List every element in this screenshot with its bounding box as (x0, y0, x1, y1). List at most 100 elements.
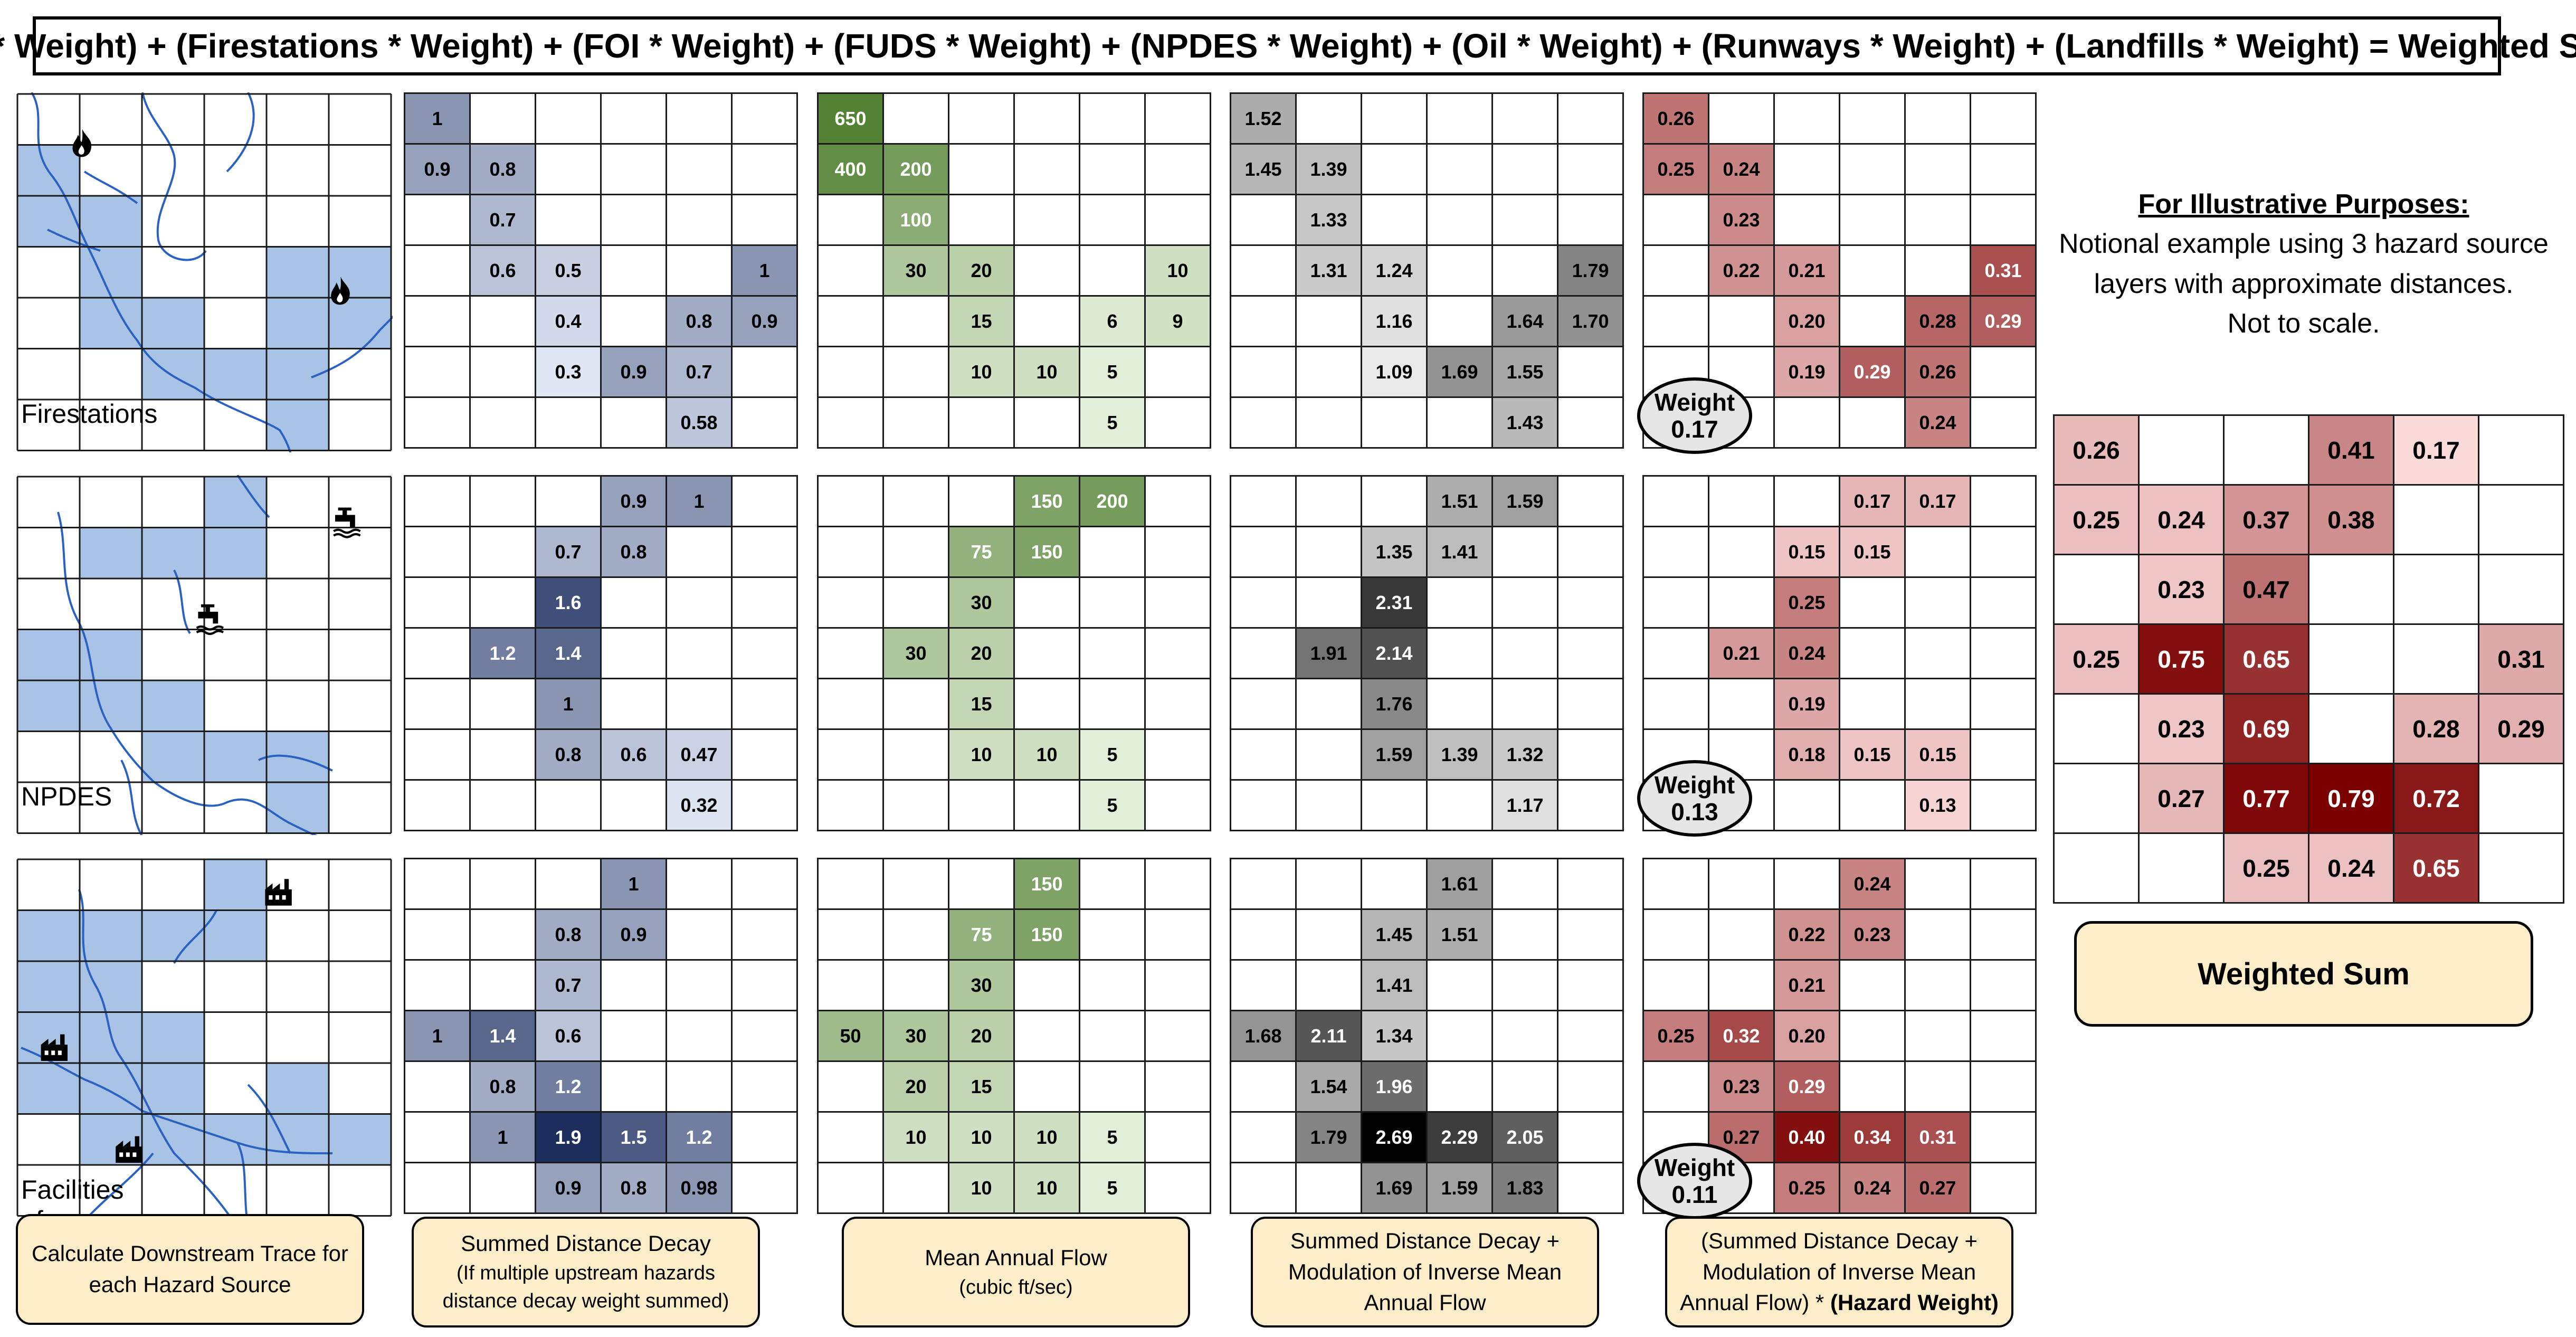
grid-cell-empty (469, 858, 536, 910)
grid-cell-value: 150 (1013, 908, 1080, 961)
grid-cell-empty (404, 295, 471, 347)
grid-cell-empty (1557, 627, 1624, 679)
grid-cell-empty (2478, 832, 2564, 904)
grid-row: 1.33 (1230, 194, 1624, 246)
grid-cell-empty (1013, 627, 1080, 679)
grid-cell-empty (1426, 1010, 1493, 1062)
grid-cell-empty (1013, 92, 1080, 145)
grid-cell-value: 0.24 (1904, 396, 1971, 449)
grid-cell-empty (1230, 576, 1297, 629)
grid-cell-empty (666, 526, 733, 578)
grid-cell-empty (1904, 858, 1971, 910)
grid-row: 0.25 0.24 0.65 (2053, 832, 2564, 904)
grid-cell-empty (817, 396, 884, 449)
grid-cell-value: 0.25 (1773, 1162, 1840, 1214)
grid-cell-value: 0.17 (2393, 414, 2479, 486)
grid-cell-empty (404, 244, 471, 297)
grid-cell-empty (1295, 678, 1362, 730)
grid-cell-empty (2308, 554, 2394, 625)
grid-cell-empty (1230, 194, 1297, 246)
grid-cell-empty (535, 92, 602, 145)
grid-cell-empty (1361, 475, 1428, 527)
grid-cell-empty (817, 779, 884, 831)
grid-row: 0.25 (1642, 576, 2037, 629)
grid-cell-empty (817, 627, 884, 679)
grid-cell-value: 1.70 (1557, 295, 1624, 347)
grid-cell-empty (817, 1111, 884, 1163)
value-grid-table: 650 400 200 100 30 20 10 15 6 9 10 10 5 5 (817, 92, 1211, 449)
formula-banner: (DoD * Weight) + (Firestations * Weight)… (0, 16, 2576, 75)
trace-map (16, 475, 392, 835)
grid-cell-value: 0.8 (535, 728, 602, 781)
grid-cell-value: 150 (1013, 858, 1080, 910)
grid-cell-value: 0.15 (1773, 526, 1840, 578)
grid-cell-empty (404, 1162, 471, 1214)
grid-row: 1.43 (1230, 396, 1624, 449)
grid-cell-empty (404, 576, 471, 629)
grid-cell-value: 0.8 (469, 143, 536, 195)
grid-cell-empty (1144, 1111, 1211, 1163)
grid-row: 30 20 10 (817, 244, 1211, 297)
grid-cell-empty (404, 908, 471, 961)
grid-cell-value: 0.4 (535, 295, 602, 347)
grid-row: 0.26 (1642, 92, 2037, 145)
grid-row: 0.27 0.40 0.34 0.31 (1642, 1111, 2037, 1163)
grid-cell-value: 1.17 (1491, 779, 1558, 831)
grid-cell-value: 1.32 (1491, 728, 1558, 781)
grid-cell-value: 0.6 (600, 728, 667, 781)
grid-cell-empty (404, 858, 471, 910)
grid-cell-empty (1491, 526, 1558, 578)
decay-grid: 1 0.8 0.9 0.7 1 1.4 0.6 0.8 1.2 1 1.9 1.5 1.2 0.9 0.8 0… (404, 858, 798, 1214)
grid-cell-value: 5 (1079, 1111, 1146, 1163)
grid-cell-empty (1144, 728, 1211, 781)
grid-cell-empty (600, 627, 667, 679)
grid-cell-empty (817, 908, 884, 961)
step-caption: Calculate Downstream Trace for each Hazar… (16, 1214, 364, 1325)
grid-cell-empty (1557, 728, 1624, 781)
grid-cell-value: 1.6 (535, 576, 602, 629)
fire-icon (331, 277, 350, 305)
value-grid-table: 1 0.8 0.9 0.7 1 1.4 0.6 0.8 1.2 1 1.9 1.5 1.2 0.9 0.8 0… (404, 858, 798, 1214)
water-tap-icon (333, 507, 361, 538)
grid-cell-value: 2.29 (1426, 1111, 1493, 1163)
caption-line: distance decay weight summed) (442, 1290, 729, 1313)
grid-cell-empty (1295, 475, 1362, 527)
grid-cell-empty (600, 92, 667, 145)
grid-cell-value: 0.24 (2308, 832, 2394, 904)
flow-grid: 650 400 200 100 30 20 10 15 6 9 10 10 5 5 (817, 92, 1211, 449)
grid-cell-empty (1904, 143, 1971, 195)
grid-cell-value: 0.23 (2138, 554, 2225, 625)
grid-cell-value: 0.29 (1839, 346, 1906, 398)
grid-cell-value: 0.8 (469, 1060, 536, 1113)
grid-row: 75 150 (817, 908, 1211, 961)
grid-cell-empty (600, 576, 667, 629)
grid-cell-value: 10 (1013, 346, 1080, 398)
weight-value: 0.13 (1671, 798, 1718, 826)
grid-cell-empty (1557, 194, 1624, 246)
grid-cell-empty (1708, 576, 1775, 629)
grid-cell-value: 1.16 (1361, 295, 1428, 347)
grid-cell-empty (2138, 414, 2225, 486)
grid-cell-empty (2308, 693, 2394, 764)
grid-cell-value: 1 (469, 1111, 536, 1163)
grid-cell-value: 0.75 (2138, 623, 2225, 695)
grid-cell-empty (666, 678, 733, 730)
grid-cell-value: 20 (948, 627, 1015, 679)
grid-cell-empty (666, 858, 733, 910)
grid-cell-empty (1557, 908, 1624, 961)
grid-cell-empty (1642, 678, 1709, 730)
grid-cell-empty (1426, 92, 1493, 145)
grid-cell-value: 0.65 (2393, 832, 2479, 904)
grid-cell-empty (1557, 576, 1624, 629)
grid-cell-empty (1557, 346, 1624, 398)
grid-cell-value: 0.37 (2223, 484, 2309, 555)
grid-cell-empty (817, 728, 884, 781)
grid-cell-empty (1773, 858, 1840, 910)
grid-cell-value: 30 (948, 576, 1015, 629)
grid-cell-value: 0.77 (2223, 763, 2309, 834)
grid-row: 20 15 (817, 1060, 1211, 1113)
grid-cell-empty (731, 396, 798, 449)
grid-cell-value: 1.31 (1295, 244, 1362, 297)
grid-cell-value: 30 (948, 959, 1015, 1011)
grid-cell-value: 0.8 (666, 295, 733, 347)
